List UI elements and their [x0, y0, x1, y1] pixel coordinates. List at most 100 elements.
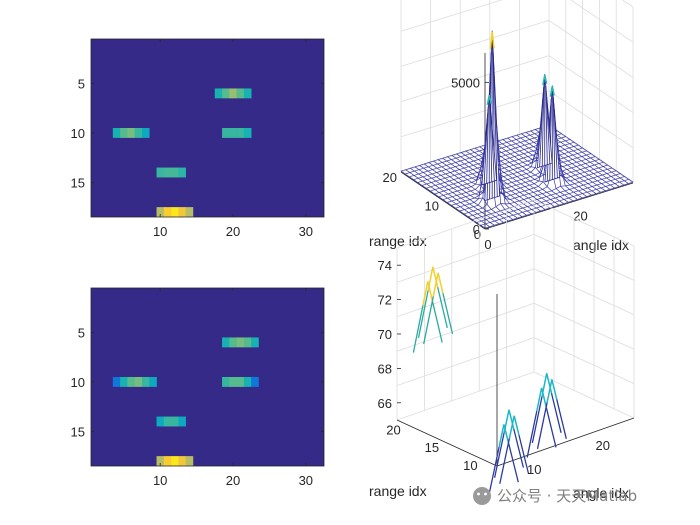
heatmap-bottom-cell: [222, 337, 230, 348]
heatmap-bottom: 10 20 30 5 10 15: [71, 287, 325, 488]
heatmap-bottom-xtick-label: 30: [299, 473, 313, 488]
heatmap-bottom-cell: [171, 456, 179, 466]
heatmap-bottom-frame: [90, 287, 325, 467]
line3d-grid: [533, 234, 635, 281]
heatmap-bottom-cell: [112, 377, 121, 387]
surface-peak-line: [553, 108, 558, 179]
heatmap-bottom-cell: [149, 377, 157, 387]
surface-y-axis: [400, 171, 486, 230]
surface-peak-tip: [549, 86, 555, 97]
line3d-series-segment: [488, 446, 500, 493]
surface-mesh-line: [405, 169, 490, 227]
surface-ytick-label: 0: [474, 227, 481, 242]
surface-peak-tip: [542, 74, 548, 86]
surface-mesh-line: [548, 124, 634, 183]
surface-grid: [570, 0, 634, 43]
line3d-ytick-label: 10: [463, 458, 477, 473]
heatmap-top-ytick-label: 15: [71, 175, 85, 190]
surface-peak-line: [552, 97, 556, 179]
heatmap-bottom-cell: [127, 377, 135, 387]
line3d-series-segment: [536, 402, 548, 450]
line3d-xlabel: angle idx: [573, 485, 629, 501]
line3d-series-segment: [546, 379, 558, 403]
surface-mesh-line: [428, 128, 513, 220]
surface-peak-line: [541, 86, 545, 167]
surface-grid: [400, 55, 550, 102]
heatmap-bottom-ytick-label: 10: [71, 375, 85, 390]
heatmap-top-cell: [243, 128, 252, 138]
heatmap-bottom-ytick-label: 5: [78, 326, 85, 341]
surface-mesh-line: [544, 126, 629, 184]
heatmap-top-cell: [171, 207, 179, 217]
heatmap-bottom-cell: [141, 377, 150, 387]
surface-peak-line: [490, 116, 495, 182]
heatmap-bottom-cell: [236, 377, 245, 387]
surface-mesh-line: [419, 165, 504, 223]
heatmap-bottom-cell: [163, 456, 172, 466]
surface-peak-line: [545, 85, 548, 165]
line3d-grid: [396, 337, 535, 386]
line3d-series-segment: [431, 301, 443, 343]
surface-box-edge: [400, 125, 550, 173]
heatmap-top-cell: [127, 128, 135, 138]
heatmap-bottom-cell: [243, 337, 252, 348]
heatmap-top-xtick-label: 10: [153, 224, 167, 239]
heatmap-top-cell: [120, 128, 128, 138]
line3d-axes-box: [396, 199, 635, 467]
line3d-series-segment: [412, 304, 424, 353]
line3d-xtick-label: 20: [596, 438, 610, 453]
line3d-grid: [396, 234, 535, 283]
surface-mesh-line: [414, 166, 500, 225]
line3d-series-segment: [423, 296, 434, 345]
surface-x-axis: [484, 182, 634, 230]
surface-xtick-label: 0: [484, 237, 491, 252]
surface-peak-line: [546, 96, 551, 164]
line3d-grid: [533, 302, 635, 350]
line3d-ytick-label: 15: [425, 440, 439, 455]
surface-mesh-line: [437, 125, 523, 217]
line3d-ztick-label: 70: [378, 327, 392, 342]
heatmap-top-ytick-label: 10: [71, 126, 85, 141]
surface-grid: [548, 90, 634, 149]
surface-mesh-line: [521, 133, 606, 191]
line3d-grid: [533, 268, 635, 316]
heatmap-bottom-cell: [171, 416, 179, 427]
heatmap-top-cell: [222, 88, 230, 99]
heatmap-top-ytick-label: 5: [78, 77, 85, 92]
line3d-series-segment: [556, 399, 567, 439]
heatmap-top-cell: [156, 207, 165, 217]
line3d-box-edge: [533, 199, 635, 247]
line3d-grid: [533, 337, 635, 384]
heatmap-top-cell: [156, 167, 165, 178]
heatmap-top-cells: [91, 39, 324, 217]
heatmap-top-cell: [229, 88, 237, 99]
line3d-ylabel: range idx: [369, 483, 427, 499]
heatmap-top-cell: [243, 88, 252, 99]
watermark-text: 公众号 · 天天Matlab: [497, 487, 637, 505]
line3d-y-axis: [396, 419, 498, 467]
line3d-ytick-label: 20: [386, 423, 400, 438]
heatmap-bottom-cell: [229, 377, 237, 387]
heatmap-bottom-cell: [222, 377, 230, 387]
surface-peak-line: [486, 106, 489, 184]
surface-mesh-line: [488, 141, 574, 202]
line3d-box-edge: [533, 371, 635, 419]
surface-grid: [548, 20, 634, 78]
heatmap-top-cell: [236, 88, 245, 99]
surface-grid: [400, 20, 550, 67]
line3d-plot: 66 68 70 72 74 10 20 10 15 20 range idx angle idx: [369, 199, 635, 501]
line3d-series-segment: [499, 438, 511, 484]
surface-mesh-line: [460, 152, 546, 210]
heatmap-bottom-cell: [156, 456, 165, 466]
heatmap-bottom-ticks: 10 20 30 5 10 15: [71, 288, 324, 488]
line3d-ztick-label: 74: [378, 258, 392, 273]
line3d-series-segment: [422, 281, 434, 306]
surface-mesh-line: [400, 170, 486, 229]
surface-mesh: [400, 30, 634, 229]
heatmap-bottom-cell: [236, 337, 245, 348]
line3d-grid: [396, 268, 535, 318]
heatmap-bottom-xtick-label: 10: [153, 473, 167, 488]
heatmap-top-xtick-label: 20: [226, 224, 240, 239]
heatmap-bottom-cell: [243, 377, 252, 387]
